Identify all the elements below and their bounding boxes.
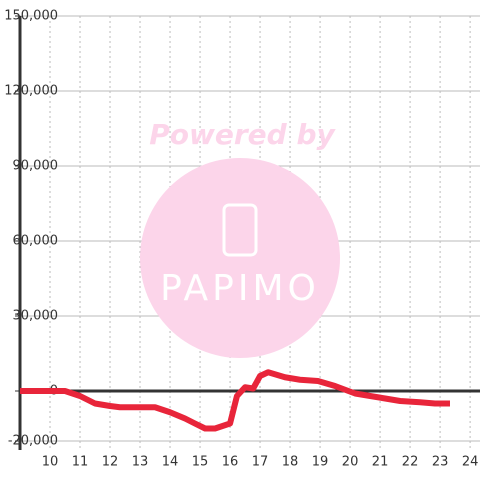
x-tick-label: 20 — [342, 455, 359, 470]
x-tick-label: 21 — [372, 455, 389, 470]
y-tick-label: 30,000 — [13, 309, 59, 324]
x-tick-label: 16 — [222, 455, 239, 470]
y-tick-label: 60,000 — [13, 234, 59, 249]
x-tick-label: 13 — [132, 455, 149, 470]
x-tick-label: 17 — [252, 455, 269, 470]
watermark-text: Powered by — [149, 118, 336, 151]
x-tick-label: 10 — [42, 455, 59, 470]
x-tick-label: 15 — [192, 455, 209, 470]
x-tick-label: 11 — [72, 455, 89, 470]
y-tick-label: 90,000 — [13, 159, 59, 174]
watermark-icon — [222, 203, 258, 257]
x-tick-label: 19 — [312, 455, 329, 470]
x-tick-label: 24 — [462, 455, 479, 470]
y-tick-label: 150,000 — [4, 9, 58, 24]
watermark-circle — [140, 158, 340, 358]
watermark-logo: PAPIMO — [160, 268, 320, 309]
x-tick-label: 12 — [102, 455, 119, 470]
x-tick-label: 14 — [162, 455, 179, 470]
y-tick-label: 120,000 — [4, 84, 58, 99]
x-tick-label: 18 — [282, 455, 299, 470]
x-tick-label: 23 — [432, 455, 449, 470]
series-line — [20, 369, 450, 432]
x-tick-label: 22 — [402, 455, 419, 470]
